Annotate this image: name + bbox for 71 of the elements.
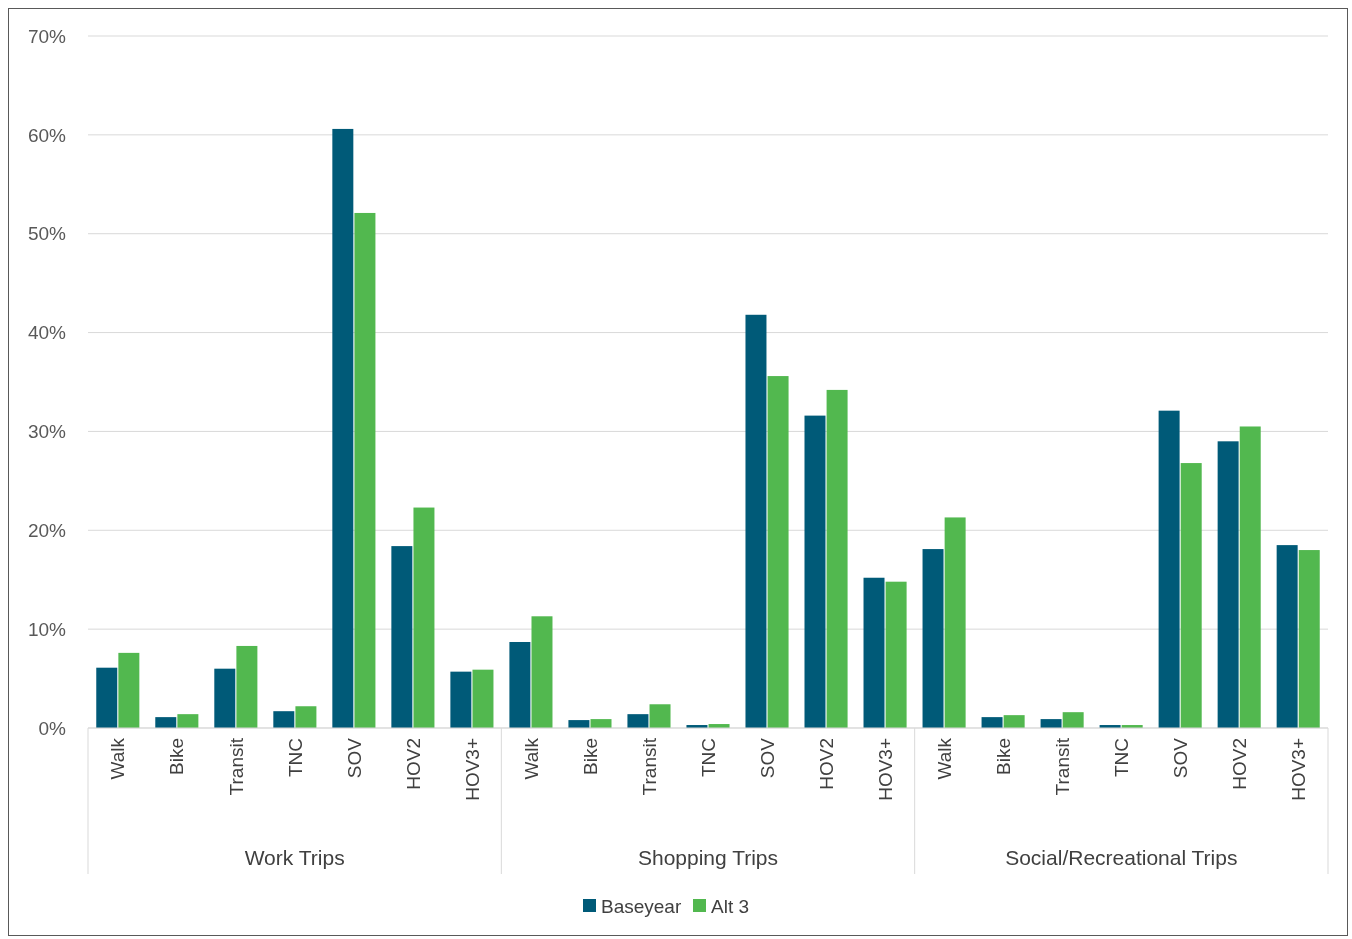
legend-label: Alt 3	[711, 895, 750, 917]
x-tick-label: TNC	[1110, 738, 1132, 778]
bar	[354, 212, 376, 728]
bar	[804, 415, 826, 728]
y-tick-label: 10%	[27, 618, 67, 640]
bar	[590, 719, 612, 728]
bar	[391, 546, 413, 728]
x-tick-label: Walk	[933, 737, 955, 780]
bar	[295, 706, 317, 728]
x-tick-label: Transit	[1051, 737, 1073, 796]
x-tick-label: Transit	[638, 737, 660, 796]
x-tick-label: SOV	[756, 737, 778, 779]
y-tick-label: 20%	[27, 519, 67, 541]
x-tick-label: HOV3+	[874, 738, 896, 801]
bar	[509, 641, 531, 728]
bar	[177, 714, 199, 728]
text: Shopping Trips	[637, 846, 779, 869]
bar	[1158, 410, 1180, 728]
bar	[1180, 463, 1202, 728]
y-tick-label: 70%	[27, 25, 67, 47]
bar	[1276, 545, 1298, 728]
bar	[155, 717, 177, 728]
x-tick-label: Walk	[107, 737, 129, 780]
x-tick-label: Walk	[520, 737, 542, 780]
x-tick-label: SOV	[343, 737, 365, 779]
bar	[1298, 550, 1320, 728]
bar	[273, 711, 295, 728]
bar	[745, 314, 767, 728]
y-tick-label: 0%	[38, 717, 67, 739]
bar	[981, 717, 1003, 728]
x-tick-label: HOV2	[402, 738, 424, 790]
bar	[118, 652, 140, 728]
text: Work Trips	[244, 846, 345, 869]
text: Social/Recreational Trips	[1005, 846, 1238, 869]
legend-label: Baseyear	[601, 895, 682, 917]
x-tick-label: Bike	[579, 738, 601, 775]
bar	[627, 714, 649, 728]
bar	[450, 671, 472, 728]
bar	[944, 517, 966, 728]
y-tick-label: 50%	[27, 223, 67, 245]
bar	[885, 581, 907, 728]
y-tick-label: 30%	[27, 421, 67, 443]
y-tick-label: 40%	[27, 322, 67, 344]
x-tick-label: HOV2	[815, 738, 837, 790]
bar	[236, 645, 258, 728]
bar	[472, 669, 494, 728]
x-tick-label: Transit	[225, 737, 247, 796]
x-tick-label: TNC	[284, 738, 306, 778]
x-tick-label: HOV3+	[461, 738, 483, 801]
bar	[214, 668, 236, 728]
bar	[1003, 715, 1025, 728]
x-tick-label: Bike	[166, 738, 188, 775]
x-tick-label: SOV	[1169, 737, 1191, 779]
x-tick-label: HOV2	[1228, 738, 1250, 790]
bar	[1040, 719, 1062, 728]
bar	[826, 389, 848, 728]
x-tick-label: HOV3+	[1287, 738, 1309, 801]
bar	[767, 376, 789, 728]
x-tick-label: TNC	[697, 738, 719, 778]
bar	[531, 616, 553, 728]
x-tick-label: Bike	[992, 738, 1014, 775]
bar	[96, 667, 118, 728]
bar	[1217, 441, 1239, 728]
bar	[1239, 426, 1261, 728]
bar	[649, 704, 671, 728]
bar	[863, 577, 885, 728]
y-tick-label: 60%	[27, 124, 67, 146]
bar	[1062, 712, 1084, 728]
bar	[332, 128, 354, 728]
bar	[413, 507, 435, 728]
bar	[922, 549, 944, 728]
